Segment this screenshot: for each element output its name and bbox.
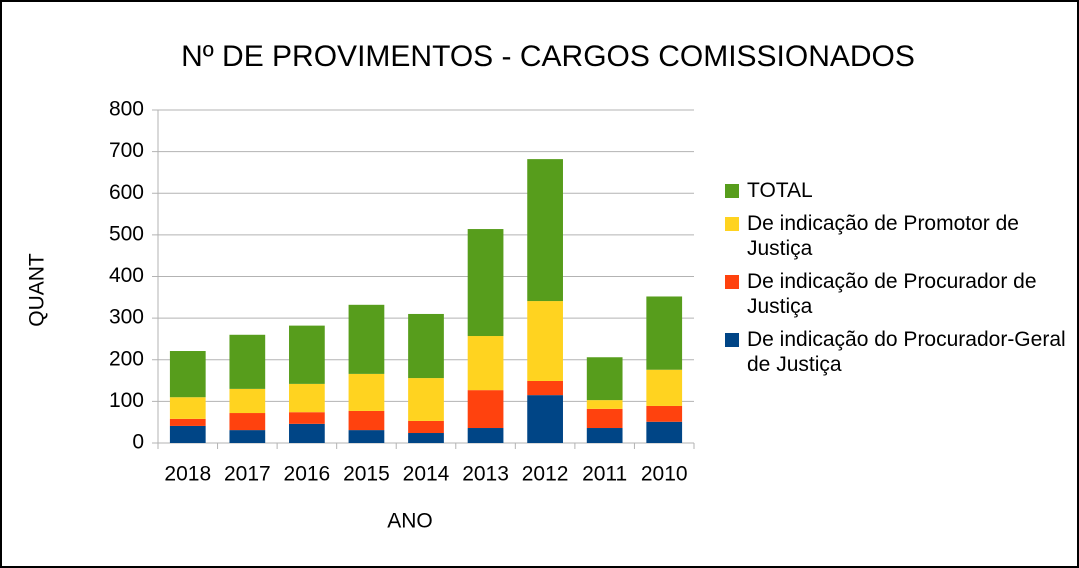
- bar-segment: [586, 357, 623, 401]
- x-tick-label: 2011: [582, 463, 627, 486]
- bar-segment: [348, 430, 385, 443]
- x-tick-label: 2015: [343, 463, 390, 486]
- legend-swatch: [725, 217, 739, 231]
- bar-segment: [408, 433, 444, 443]
- bar-segment: [229, 388, 266, 414]
- legend-swatch: [725, 184, 739, 198]
- bar-segment: [408, 420, 444, 434]
- legend-label: TOTAL: [747, 179, 813, 202]
- bar-segment: [646, 405, 683, 422]
- bar-segment: [169, 351, 206, 398]
- y-tick-label: 200: [109, 347, 144, 370]
- x-tick-label: 2018: [164, 463, 211, 486]
- legend-item: TOTAL: [725, 178, 1070, 203]
- bar-segment: [229, 413, 266, 431]
- bar-segment: [348, 304, 385, 374]
- x-tick-label: 2017: [224, 463, 271, 486]
- legend-item: De indicação do Procurador-Geral de Just…: [725, 327, 1070, 377]
- legend-label: De indicação de Procurador de Justiça: [747, 270, 1037, 318]
- y-tick-label: 500: [109, 222, 144, 245]
- bar-segment: [348, 373, 385, 411]
- y-tick-label: 0: [132, 431, 144, 454]
- legend-item: De indicação de Promotor de Justiça: [725, 211, 1070, 261]
- bar-segment: [586, 408, 623, 429]
- x-tick-label: 2012: [522, 463, 569, 486]
- x-tick-label: 2010: [641, 463, 688, 486]
- chart-title: Nº DE PROVIMENTOS - CARGOS COMISSIONADOS: [181, 40, 915, 73]
- y-tick-label: 600: [109, 181, 144, 204]
- bar-segment: [527, 380, 563, 396]
- bar-segment: [169, 397, 206, 419]
- bar-segment: [408, 313, 444, 379]
- y-axis-label: QUANT: [26, 253, 49, 327]
- y-tick-label: 300: [109, 306, 144, 329]
- x-tick-label: 2014: [403, 463, 450, 486]
- x-tick-label: 2016: [284, 463, 331, 486]
- bar-segment: [586, 400, 623, 409]
- bar-segment: [348, 410, 385, 431]
- legend-label: De indicação de Promotor de Justiça: [747, 212, 1019, 260]
- bar-segment: [467, 428, 504, 443]
- bar-segment: [467, 229, 504, 337]
- y-tick-label: 700: [109, 139, 144, 162]
- legend: TOTAL De indicação de Promotor de Justiça…: [725, 178, 1070, 385]
- bar-segment: [527, 301, 563, 381]
- bar-segment: [169, 425, 206, 443]
- bar-segment: [467, 390, 504, 429]
- bar-segment: [289, 423, 325, 443]
- bar-segment: [229, 334, 266, 389]
- bar-segment: [289, 412, 325, 424]
- bar-segment: [467, 336, 504, 391]
- legend-swatch: [725, 275, 739, 289]
- bar-segment: [527, 159, 563, 302]
- y-tick-label: 800: [109, 98, 144, 121]
- bar-segment: [408, 378, 444, 421]
- bar-segment: [646, 296, 683, 370]
- legend-label: De indicação do Procurador-Geral de Just…: [747, 328, 1066, 376]
- legend-swatch: [725, 333, 739, 347]
- bar-segment: [229, 430, 266, 443]
- bar-segment: [289, 383, 325, 413]
- bar-segment: [169, 418, 206, 426]
- y-tick-label: 400: [109, 264, 144, 287]
- bar-segment: [527, 395, 563, 443]
- x-tick-label: 2013: [462, 463, 509, 486]
- y-tick-label: 100: [109, 389, 144, 412]
- bar-segment: [646, 421, 683, 443]
- legend-item: De indicação de Procurador de Justiça: [725, 269, 1070, 319]
- x-axis-label: ANO: [387, 510, 433, 533]
- bar-segment: [586, 428, 623, 443]
- bar-segment: [646, 369, 683, 406]
- bar-segment: [289, 325, 325, 384]
